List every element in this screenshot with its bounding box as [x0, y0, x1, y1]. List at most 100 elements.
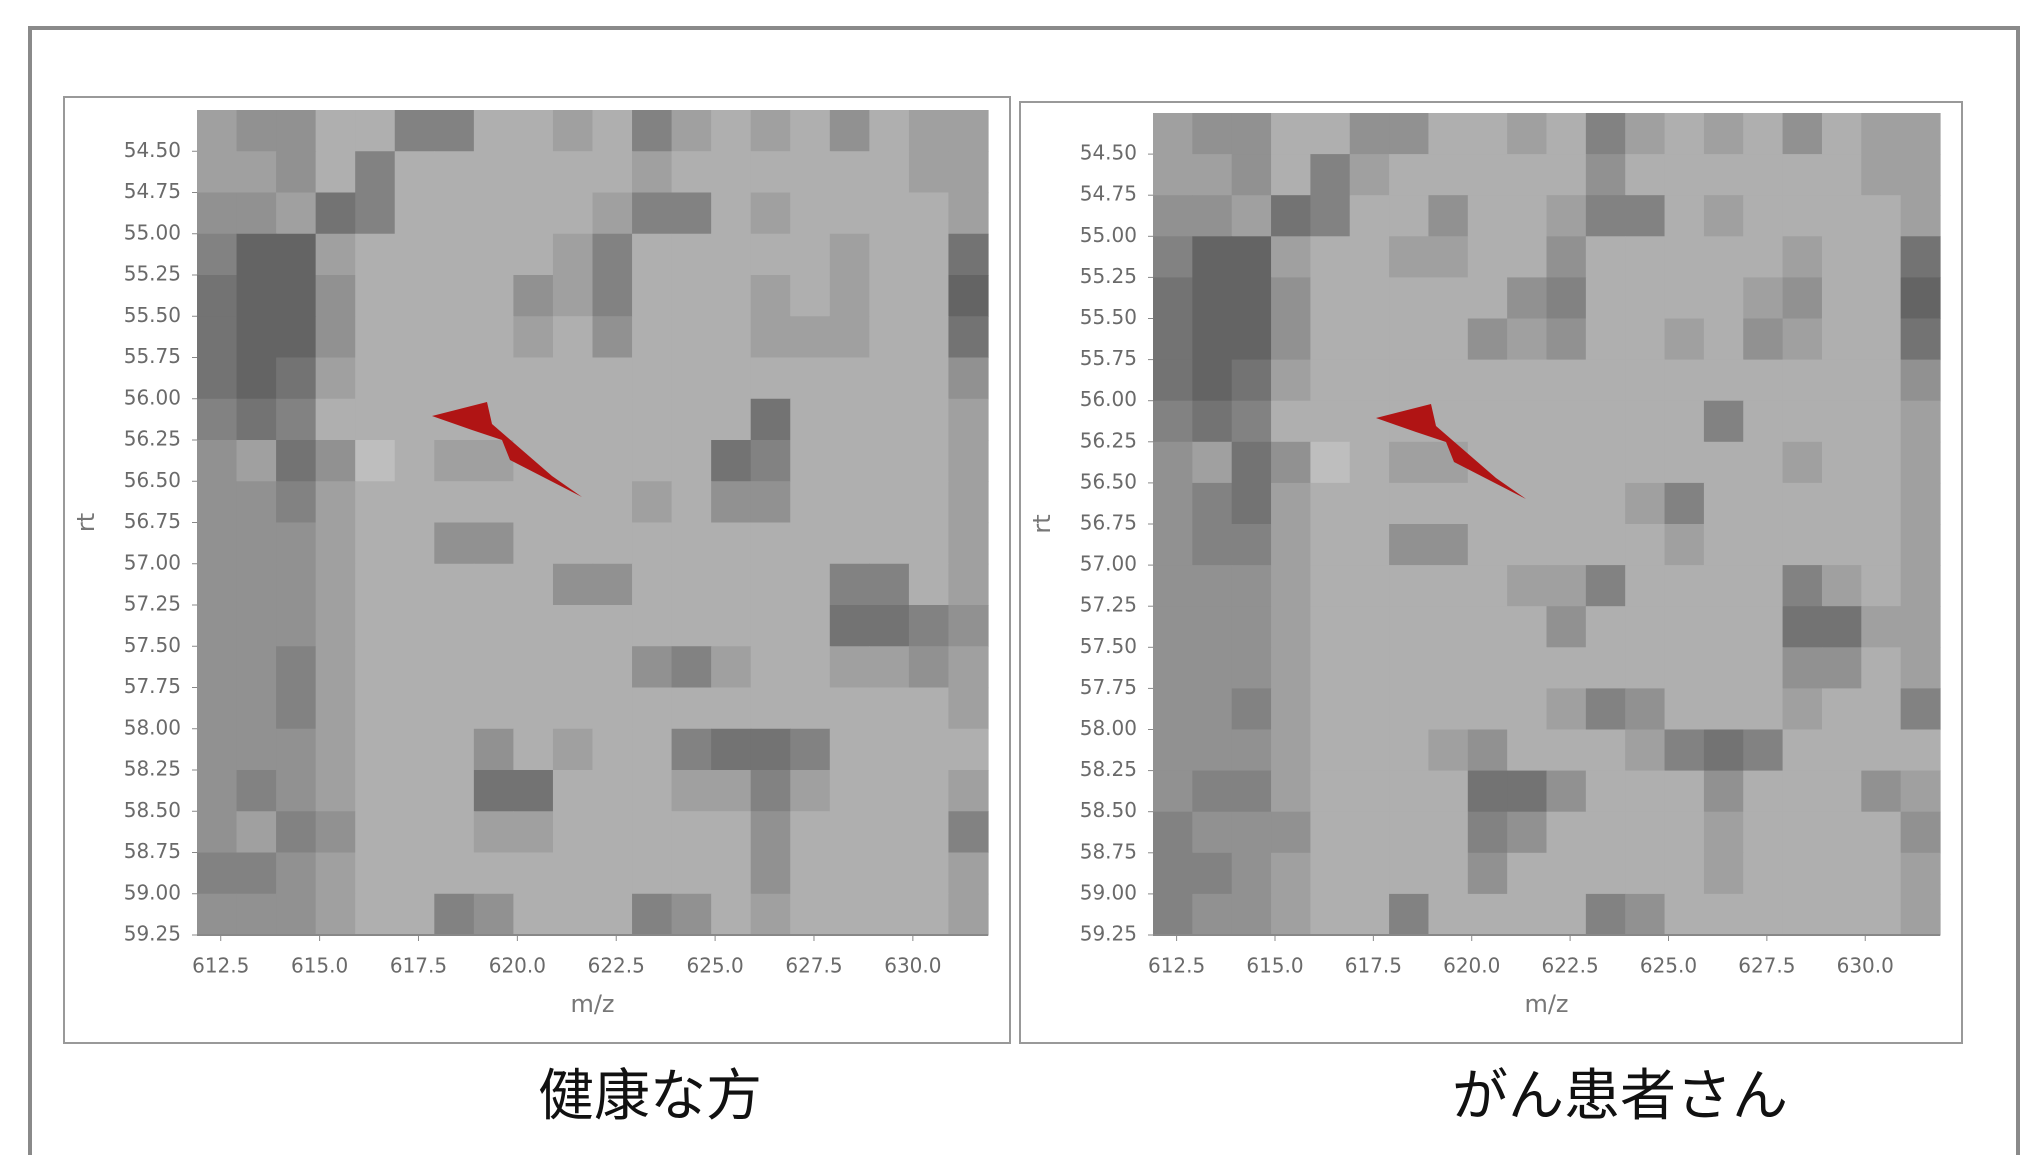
heatmap-cell: [672, 729, 712, 771]
heatmap-cell: [1271, 771, 1311, 813]
heatmap-cell: [830, 358, 870, 400]
x-tick-label: 612.5: [1148, 954, 1205, 978]
heatmap-cell: [513, 151, 553, 193]
heatmap-cell: [1822, 154, 1862, 196]
heatmap-cell: [909, 894, 949, 936]
heatmap-cell: [948, 275, 988, 317]
heatmap-cell: [830, 770, 870, 812]
heatmap-cell: [751, 399, 791, 441]
heatmap-cell: [276, 523, 316, 565]
heatmap-cell: [672, 193, 712, 235]
heatmap-cell: [1547, 401, 1587, 443]
heatmap-cell: [1783, 688, 1823, 730]
heatmap-cell: [1468, 647, 1508, 689]
heatmap-cell: [1310, 277, 1350, 319]
heatmap-cell: [1310, 319, 1350, 361]
heatmap-cell: [1586, 277, 1626, 319]
heatmap-cell: [830, 316, 870, 358]
heatmap-cell: [237, 110, 277, 152]
heatmap-cell: [1271, 647, 1311, 689]
heatmap-cell: [1586, 812, 1626, 854]
heatmap-cell: [197, 440, 237, 482]
heatmap-cell: [751, 234, 791, 276]
heatmap-cell: [237, 646, 277, 688]
heatmap-cell: [513, 399, 553, 441]
heatmap-cell: [316, 399, 356, 441]
heatmap-cell: [395, 564, 435, 606]
heatmap-cell: [1861, 483, 1901, 525]
heatmap-cell: [237, 564, 277, 606]
heatmap-cell: [1704, 277, 1744, 319]
heatmap-cell: [948, 110, 988, 152]
heatmap-cell: [948, 605, 988, 647]
heatmap-cell: [1743, 688, 1783, 730]
heatmap-cell: [553, 151, 593, 193]
heatmap-cell: [1507, 195, 1547, 237]
heatmap-cell: [593, 605, 633, 647]
heatmap-cell: [237, 853, 277, 895]
heatmap-cell: [316, 605, 356, 647]
heatmap-cell: [237, 729, 277, 771]
heatmap-cell: [1310, 647, 1350, 689]
heatmap-cell: [1271, 853, 1311, 895]
heatmap-cell: [1704, 319, 1744, 361]
heatmap-cell: [632, 358, 672, 400]
heatmap-cell: [1507, 154, 1547, 196]
heatmap-cell: [593, 523, 633, 565]
heatmap-cell: [1468, 853, 1508, 895]
heatmap-cell: [1192, 812, 1232, 854]
heatmap-cell: [1861, 277, 1901, 319]
heatmap-cell: [672, 234, 712, 276]
heatmap-cell: [276, 729, 316, 771]
heatmap-cell: [1271, 277, 1311, 319]
heatmap-cell: [1389, 565, 1429, 607]
heatmap-cell: [1389, 812, 1429, 854]
heatmap-cell: [1861, 812, 1901, 854]
heatmap-cell: [513, 605, 553, 647]
heatmap-cell: [593, 193, 633, 235]
heatmap-cell: [751, 729, 791, 771]
heatmap-cell: [1271, 894, 1311, 936]
y-tick-label: 54.75: [124, 179, 181, 203]
heatmap-cell: [474, 894, 514, 936]
heatmap-cell: [1665, 154, 1705, 196]
heatmap-cell: [869, 440, 909, 482]
heatmap-cell: [1153, 771, 1193, 813]
y-tick-label: 58.25: [124, 757, 181, 781]
heatmap-cell: [1153, 113, 1193, 155]
y-tick-label: 58.00: [1080, 716, 1137, 740]
heatmap-cell: [790, 811, 830, 853]
heatmap-cell: [1743, 195, 1783, 237]
heatmap-cell: [1861, 853, 1901, 895]
heatmap-cell: [1665, 894, 1705, 936]
y-tick-label: 59.25: [1080, 922, 1137, 946]
heatmap-cell: [197, 853, 237, 895]
heatmap-cell: [237, 770, 277, 812]
heatmap-cell: [197, 193, 237, 235]
heatmap-cell: [395, 523, 435, 565]
heatmap-cell: [593, 646, 633, 688]
heatmap-cell: [237, 193, 277, 235]
heatmap-cell: [276, 316, 316, 358]
heatmap-cell: [513, 110, 553, 152]
heatmap-cell: [830, 894, 870, 936]
heatmap-cell: [316, 646, 356, 688]
heatmap-cell: [1468, 195, 1508, 237]
heatmap-cell: [909, 646, 949, 688]
heatmap-cell: [1350, 812, 1390, 854]
y-tick-label: 54.50: [1080, 141, 1137, 165]
heatmap-cell: [1547, 771, 1587, 813]
y-tick-label: 54.75: [1080, 182, 1137, 206]
heatmap-cell: [1861, 236, 1901, 278]
heatmap-cell: [316, 729, 356, 771]
heatmap-cell: [316, 688, 356, 730]
heatmap-cell: [1153, 277, 1193, 319]
heatmap-cell: [1389, 236, 1429, 278]
heatmap-cell: [790, 688, 830, 730]
heatmap-cell: [1625, 113, 1665, 155]
heatmap-cell: [1468, 236, 1508, 278]
heatmap-cell: [830, 564, 870, 606]
heatmap-cell: [751, 564, 791, 606]
heatmap-cell: [1704, 771, 1744, 813]
heatmap-cell: [474, 275, 514, 317]
